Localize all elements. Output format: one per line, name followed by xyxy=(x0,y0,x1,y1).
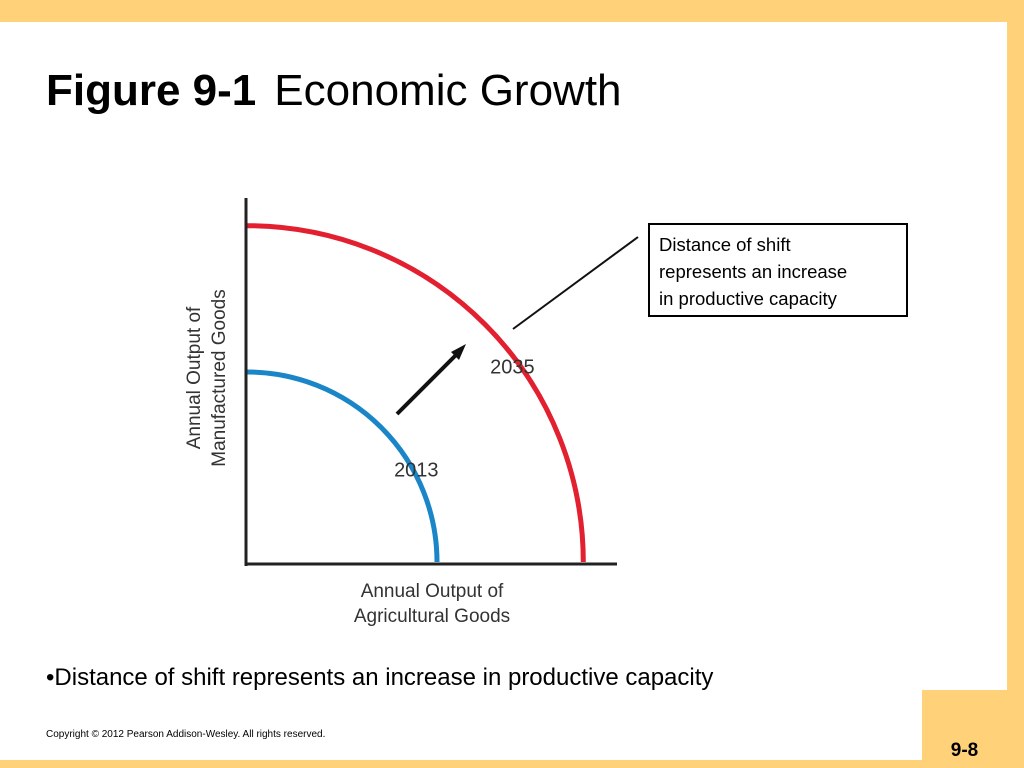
curve-labels: 2013 2035 xyxy=(394,356,535,481)
slide-title: Figure 9-1 Economic Growth xyxy=(46,66,622,116)
ppf-curves xyxy=(246,223,586,563)
ppf-curve-2013 xyxy=(246,369,440,563)
callout-box: Distance of shift represents an increase… xyxy=(648,223,908,317)
bullet-point: •Distance of shift represents an increas… xyxy=(46,664,714,691)
x-axis-label-line-2: Agricultural Goods xyxy=(354,606,510,627)
callout-line-1: Distance of shift xyxy=(659,234,791,255)
figure-number: Figure 9-1 xyxy=(46,66,257,115)
curve-label-2013: 2013 xyxy=(394,459,439,481)
y-axis-label-line-1: Annual Output of xyxy=(184,306,205,449)
bottom-frame-bar xyxy=(0,760,1024,768)
ppf-curve-2035 xyxy=(246,223,586,563)
y-axis-label-line-2: Manufactured Goods xyxy=(209,289,230,466)
copyright-notice: Copyright © 2012 Pearson Addison-Wesley.… xyxy=(46,729,326,740)
shift-arrow xyxy=(395,353,458,416)
shift-arrow-head xyxy=(451,344,466,360)
callout-pointer xyxy=(512,236,639,330)
callout-line-2: represents an increase xyxy=(659,261,848,282)
curve-label-2035: 2035 xyxy=(490,356,534,378)
page-number: 9-8 xyxy=(950,740,979,761)
callout-line-3: in productive capacity xyxy=(659,288,837,309)
top-frame-bar xyxy=(0,0,1024,22)
page-number-box xyxy=(922,690,1007,760)
figure-title: Economic Growth xyxy=(274,66,622,115)
x-axis-label-line-1: Annual Output of xyxy=(361,581,504,602)
right-frame-bar xyxy=(1007,0,1024,768)
